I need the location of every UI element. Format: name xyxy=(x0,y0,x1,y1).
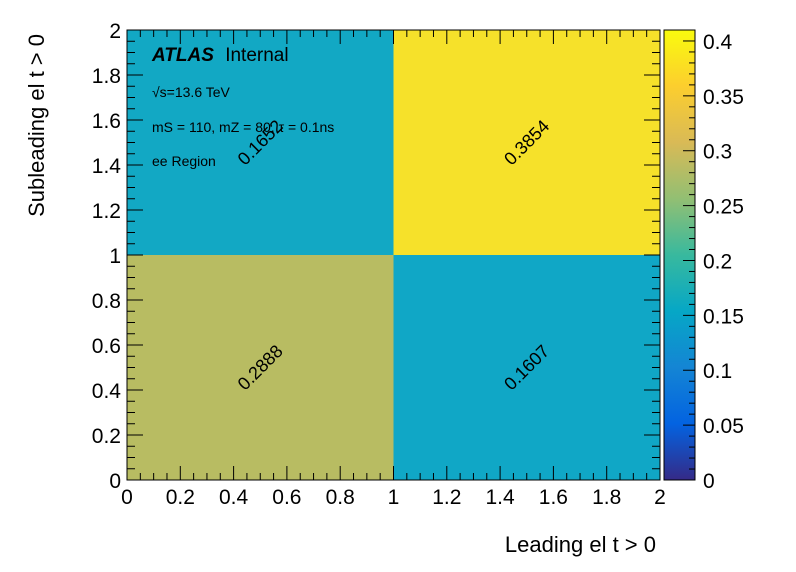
colorbar-tick-label: 0 xyxy=(703,470,715,493)
x-tick-label: 2 xyxy=(654,486,666,509)
y-tick-label: 1.6 xyxy=(92,110,121,133)
colorbar-tick-label: 0.4 xyxy=(703,31,733,54)
heatmap-cell xyxy=(127,255,394,480)
y-tick-label: 0.6 xyxy=(92,335,121,358)
annotation-block: ATLAS Internal √s=13.6 TeV mS = 110, mZ … xyxy=(151,45,334,169)
heatmap-cell xyxy=(393,255,660,480)
energy-label: √s=13.6 TeV xyxy=(152,84,231,100)
x-tick-label: 1.2 xyxy=(432,486,461,509)
y-axis: 0 0.2 0.4 0.6 0.8 1 1.2 1.4 1.6 1.8 2 xyxy=(92,20,660,493)
colorbar-axis: 0 0.05 0.1 0.15 0.2 0.25 0.3 0.35 0.4 xyxy=(683,31,744,493)
y-tick-label: 1 xyxy=(109,245,121,268)
y-tick-label: 0 xyxy=(109,470,121,493)
x-tick-label: 0.2 xyxy=(166,486,195,509)
y-tick-label: 1.4 xyxy=(92,155,122,178)
internal-label: Internal xyxy=(225,45,288,66)
colorbar-tick-label: 0.05 xyxy=(703,415,744,438)
y-tick-label: 0.4 xyxy=(92,380,122,403)
x-axis-title: Leading el t > 0 xyxy=(505,532,656,557)
params-label: mS = 110, mZ = 80, τ = 0.1ns xyxy=(152,119,334,135)
svg-text:ATLAS Internal: ATLAS Internal xyxy=(151,45,289,66)
x-tick-label: 1.4 xyxy=(485,486,515,509)
colorbar-tick-label: 0.1 xyxy=(703,360,732,383)
x-axis: 0 0.2 0.4 0.6 0.8 1 1.2 1.4 1.6 1.8 2 xyxy=(121,30,666,509)
colorbar-tick-label: 0.3 xyxy=(703,141,732,164)
x-tick-label: 0.8 xyxy=(326,486,355,509)
x-tick-label: 0.4 xyxy=(219,486,249,509)
x-tick-label: 0 xyxy=(121,486,133,509)
y-tick-label: 2 xyxy=(109,20,121,43)
heatmap-cell xyxy=(393,30,660,255)
y-tick-label: 0.2 xyxy=(92,425,121,448)
region-label: ee Region xyxy=(152,153,216,169)
colorbar-tick-label: 0.15 xyxy=(703,305,744,328)
x-tick-label: 1 xyxy=(388,486,400,509)
atlas-label: ATLAS xyxy=(151,45,214,66)
y-axis-title: Subleading el t > 0 xyxy=(24,34,49,217)
y-tick-label: 1.2 xyxy=(92,200,121,223)
x-tick-label: 1.6 xyxy=(539,486,568,509)
y-tick-label: 0.8 xyxy=(92,290,121,313)
heatmap-cell xyxy=(127,30,394,255)
x-tick-label: 1.8 xyxy=(592,486,621,509)
colorbar xyxy=(663,29,696,481)
colorbar-tick-label: 0.25 xyxy=(703,196,744,219)
heatmap-cells xyxy=(127,30,660,480)
colorbar-tick-label: 0.2 xyxy=(703,250,732,273)
y-tick-label: 1.8 xyxy=(92,65,121,88)
x-tick-label: 0.6 xyxy=(272,486,301,509)
colorbar-tick-label: 0.35 xyxy=(703,86,744,109)
